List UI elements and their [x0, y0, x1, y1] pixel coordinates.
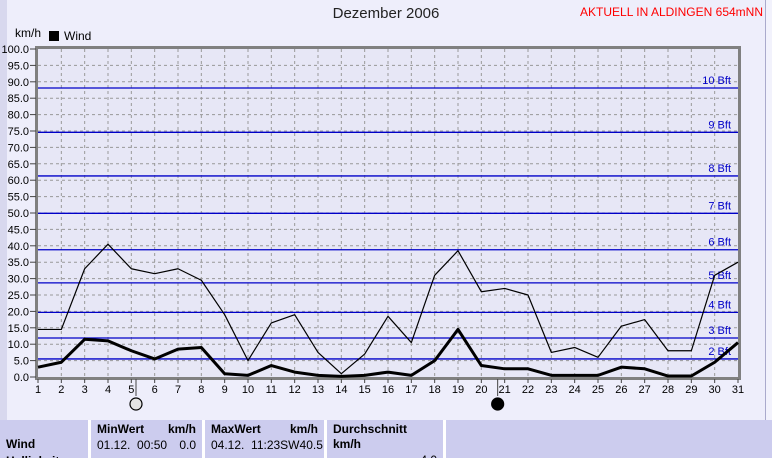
y-axis: 0.0 5.0 10.0 15.0 20.0 25.0 30.0 35.0 40.0 45.0 50… — [1, 44, 36, 384]
x-tick-label: 9 — [222, 384, 228, 396]
x-axis: 1 2 3 4 5 6 7 8 9 10 11 12 13 14 15 16 17 18 19 20 21 22 23 24 2… — [35, 379, 744, 396]
min-datetime: 01.12. 00:50 — [97, 438, 168, 452]
x-tick-label: 12 — [289, 384, 301, 396]
min-title: MinWert — [97, 422, 145, 436]
x-tick-label: 14 — [335, 384, 347, 396]
page-title: Dezember 2006 — [332, 5, 440, 22]
y-tick-label: 65.0 — [8, 159, 29, 171]
y-tick-label: 70.0 — [8, 142, 29, 154]
beaufort-label: 9 Bft — [708, 119, 731, 131]
min-unit: km/h — [167, 422, 196, 436]
y-tick-label: 5.0 — [14, 356, 29, 368]
x-tick-label: 4 — [105, 384, 111, 396]
legend-swatch-icon — [49, 31, 59, 41]
y-tick-label: 45.0 — [8, 224, 29, 236]
stats-table: Wind Helligkeit MinWert km/h 01.12. 00:5… — [0, 420, 772, 458]
beaufort-label: 4 Bft — [708, 299, 731, 311]
x-tick-label: 7 — [175, 384, 181, 396]
x-tick-label: 21 — [499, 384, 511, 396]
x-tick-label: 5 — [128, 384, 134, 396]
y-tick-label: 75.0 — [8, 126, 29, 138]
max-unit: km/h — [289, 422, 318, 436]
x-tick-label: 24 — [569, 384, 581, 396]
legend-label: Wind — [64, 29, 92, 43]
new-moon-icon — [491, 397, 505, 411]
beaufort-label: 3 Bft — [708, 325, 731, 337]
x-tick-label: 22 — [522, 384, 534, 396]
x-tick-label: 2 — [58, 384, 64, 396]
x-tick-label: 13 — [312, 384, 324, 396]
x-tick-label: 31 — [732, 384, 744, 396]
beaufort-label: 5 Bft — [708, 270, 731, 282]
x-tick-label: 19 — [452, 384, 464, 396]
max-value: 40.5 — [299, 438, 323, 452]
stats-empty-cell — [446, 420, 772, 458]
min-value-cell: MinWert km/h 01.12. 00:50 0.0 — [91, 420, 202, 458]
stats-next-row-label: Helligkeit — [6, 454, 82, 458]
max-title: MaxWert — [211, 422, 261, 436]
max-direction: SW — [280, 438, 300, 452]
y-tick-label: 85.0 — [8, 93, 29, 105]
series-wind-mean — [37, 327, 739, 378]
x-tick-label: 16 — [382, 384, 394, 396]
y-tick-label: 10.0 — [8, 339, 29, 351]
average-cell: Durchschnitt km/h 4.0 — [327, 420, 443, 458]
beaufort-label: 7 Bft — [708, 200, 731, 212]
y-tick-label: 20.0 — [8, 306, 29, 318]
x-tick-label: 18 — [429, 384, 441, 396]
y-tick-label: 15.0 — [8, 323, 29, 335]
y-tick-label: 35.0 — [8, 257, 29, 269]
beaufort-label: 8 Bft — [708, 163, 731, 175]
y-tick-label: 30.0 — [8, 274, 29, 286]
x-tick-label: 28 — [662, 384, 674, 396]
y-tick-label: 100.0 — [1, 44, 29, 56]
x-tick-label: 23 — [545, 384, 557, 396]
avg-title: Durchschnitt km/h — [333, 422, 408, 451]
stats-row-label-cell: Wind Helligkeit — [0, 420, 88, 458]
y-tick-label: 0.0 — [14, 372, 29, 384]
y-tick-label: 90.0 — [8, 77, 29, 89]
max-value-cell: MaxWert km/h 04.12. 11:23SW 40.5 — [205, 420, 324, 458]
x-tick-label: 20 — [475, 384, 487, 396]
x-tick-label: 8 — [198, 384, 204, 396]
y-tick-label: 55.0 — [8, 192, 29, 204]
left-edge-strip — [0, 0, 7, 420]
x-tick-label: 1 — [35, 384, 41, 396]
window-right-margin — [766, 0, 772, 458]
x-tick-label: 25 — [592, 384, 604, 396]
window-right-border — [765, 0, 766, 458]
x-tick-label: 26 — [615, 384, 627, 396]
max-datetime: 04.12. 11:23SW — [211, 438, 300, 452]
y-tick-label: 60.0 — [8, 175, 29, 187]
y-tick-label: 40.0 — [8, 241, 29, 253]
y-tick-label: 25.0 — [8, 290, 29, 302]
y-tick-label: 95.0 — [8, 60, 29, 72]
x-tick-label: 17 — [405, 384, 417, 396]
full-moon-icon — [129, 397, 143, 411]
beaufort-label: 10 Bft — [702, 75, 731, 87]
x-tick-label: 15 — [359, 384, 371, 396]
y-axis-unit-label: km/h — [15, 26, 42, 40]
x-tick-label: 3 — [82, 384, 88, 396]
y-tick-label: 80.0 — [8, 110, 29, 122]
min-value: 0.0 — [179, 438, 196, 452]
x-tick-label: 30 — [709, 384, 721, 396]
x-tick-label: 29 — [685, 384, 697, 396]
plot-border — [35, 46, 741, 380]
avg-value: 4.0 — [420, 453, 437, 458]
x-tick-label: 11 — [266, 384, 277, 396]
legend: Wind — [49, 29, 91, 43]
beaufort-label: 6 Bft — [708, 237, 731, 249]
status-banner: AKTUELL IN ALDINGEN 654mNN — [580, 5, 763, 19]
stats-row-label: Wind — [6, 437, 36, 451]
series-wind-peak — [38, 243, 739, 375]
x-tick-label: 27 — [639, 384, 651, 396]
x-tick-label: 6 — [152, 384, 158, 396]
x-tick-label: 10 — [242, 384, 254, 396]
y-tick-label: 50.0 — [8, 208, 29, 220]
